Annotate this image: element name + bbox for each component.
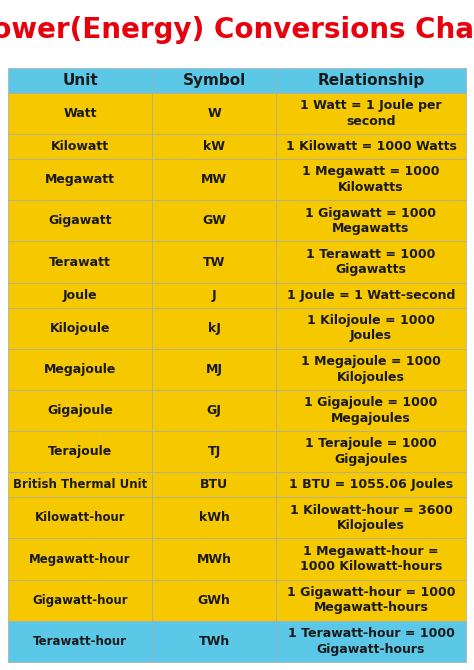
Bar xyxy=(152,621,276,662)
Text: Terawatt: Terawatt xyxy=(49,255,111,269)
Text: Power(Energy) Conversions Chart: Power(Energy) Conversions Chart xyxy=(0,16,474,44)
Bar xyxy=(8,283,152,308)
Bar xyxy=(152,580,276,621)
Text: kW: kW xyxy=(203,140,225,153)
Text: Symbol: Symbol xyxy=(182,73,246,88)
Bar xyxy=(276,431,466,472)
Bar xyxy=(152,390,276,431)
Text: GJ: GJ xyxy=(207,404,221,417)
Text: BTU: BTU xyxy=(200,478,228,491)
Text: 1 Joule = 1 Watt-second: 1 Joule = 1 Watt-second xyxy=(287,289,455,302)
Bar xyxy=(276,134,466,159)
Text: 1 Megajoule = 1000
Kilojoules: 1 Megajoule = 1000 Kilojoules xyxy=(301,355,441,384)
Text: 1 Terajoule = 1000
Gigajoules: 1 Terajoule = 1000 Gigajoules xyxy=(305,438,437,466)
Bar xyxy=(276,159,466,200)
Bar xyxy=(276,68,466,93)
Text: GWh: GWh xyxy=(198,594,230,607)
Text: Kilowatt-hour: Kilowatt-hour xyxy=(35,511,126,525)
Text: Watt: Watt xyxy=(64,107,97,120)
Bar xyxy=(152,134,276,159)
Bar xyxy=(152,308,276,349)
Text: Terawatt-hour: Terawatt-hour xyxy=(33,635,127,648)
Bar xyxy=(276,241,466,283)
Bar xyxy=(8,431,152,472)
Text: British Thermal Unit: British Thermal Unit xyxy=(13,478,147,491)
Text: 1 Gigawatt-hour = 1000
Megawatt-hours: 1 Gigawatt-hour = 1000 Megawatt-hours xyxy=(287,586,455,614)
Bar xyxy=(276,93,466,134)
Bar xyxy=(8,68,152,93)
Text: Joule: Joule xyxy=(63,289,98,302)
Text: Kilojoule: Kilojoule xyxy=(50,322,110,335)
Bar xyxy=(276,497,466,539)
Text: Megawatt: Megawatt xyxy=(45,173,115,186)
Bar xyxy=(8,134,152,159)
Text: TWh: TWh xyxy=(199,635,230,648)
Text: 1 Megawatt = 1000
Kilowatts: 1 Megawatt = 1000 Kilowatts xyxy=(302,165,440,194)
Bar xyxy=(152,241,276,283)
Text: TW: TW xyxy=(203,255,225,269)
Text: GW: GW xyxy=(202,214,226,227)
Text: Relationship: Relationship xyxy=(317,73,425,88)
Bar xyxy=(8,93,152,134)
Bar xyxy=(152,159,276,200)
Bar xyxy=(152,93,276,134)
Bar xyxy=(152,497,276,539)
Text: 1 Watt = 1 Joule per
second: 1 Watt = 1 Joule per second xyxy=(300,99,442,128)
Text: MJ: MJ xyxy=(206,363,223,376)
Bar xyxy=(276,308,466,349)
Bar xyxy=(276,539,466,580)
Text: Terajoule: Terajoule xyxy=(48,446,112,458)
Text: 1 Kilowatt-hour = 3600
Kilojoules: 1 Kilowatt-hour = 3600 Kilojoules xyxy=(290,504,452,532)
Text: 1 Gigawatt = 1000
Megawatts: 1 Gigawatt = 1000 Megawatts xyxy=(305,206,437,235)
Bar xyxy=(276,283,466,308)
Text: 1 Terawatt-hour = 1000
Gigawatt-hours: 1 Terawatt-hour = 1000 Gigawatt-hours xyxy=(288,627,455,656)
Text: Megawatt-hour: Megawatt-hour xyxy=(29,553,131,565)
Text: Gigawatt: Gigawatt xyxy=(48,214,112,227)
Text: 1 Gigajoule = 1000
Megajoules: 1 Gigajoule = 1000 Megajoules xyxy=(304,396,438,425)
Bar xyxy=(276,580,466,621)
Text: Unit: Unit xyxy=(62,73,98,88)
Bar xyxy=(152,431,276,472)
Bar xyxy=(276,349,466,390)
Bar xyxy=(8,308,152,349)
Text: 1 Megawatt-hour =
1000 Kilowatt-hours: 1 Megawatt-hour = 1000 Kilowatt-hours xyxy=(300,545,442,574)
Bar xyxy=(276,200,466,241)
Bar xyxy=(8,497,152,539)
Bar xyxy=(152,472,276,497)
Bar xyxy=(276,472,466,497)
Text: 1 Kilowatt = 1000 Watts: 1 Kilowatt = 1000 Watts xyxy=(285,140,456,153)
Bar xyxy=(152,200,276,241)
Bar xyxy=(8,159,152,200)
Text: MW: MW xyxy=(201,173,227,186)
Bar xyxy=(8,539,152,580)
Text: Megajoule: Megajoule xyxy=(44,363,116,376)
Text: W: W xyxy=(207,107,221,120)
Bar xyxy=(8,472,152,497)
Bar xyxy=(276,390,466,431)
Bar xyxy=(276,621,466,662)
Bar xyxy=(8,349,152,390)
Bar xyxy=(8,621,152,662)
Bar xyxy=(8,580,152,621)
Text: 1 Kilojoule = 1000
Joules: 1 Kilojoule = 1000 Joules xyxy=(307,314,435,342)
Bar xyxy=(152,68,276,93)
Text: Gigajoule: Gigajoule xyxy=(47,404,113,417)
Bar xyxy=(152,283,276,308)
Bar xyxy=(152,349,276,390)
Text: 1 Terawatt = 1000
Gigawatts: 1 Terawatt = 1000 Gigawatts xyxy=(306,248,436,276)
Text: Gigawatt-hour: Gigawatt-hour xyxy=(32,594,128,607)
Bar xyxy=(152,539,276,580)
Bar xyxy=(8,390,152,431)
Text: kWh: kWh xyxy=(199,511,229,525)
Text: TJ: TJ xyxy=(208,446,221,458)
Text: kJ: kJ xyxy=(208,322,220,335)
Text: 1 BTU = 1055.06 Joules: 1 BTU = 1055.06 Joules xyxy=(289,478,453,491)
Text: J: J xyxy=(212,289,217,302)
Text: Kilowatt: Kilowatt xyxy=(51,140,109,153)
Text: MWh: MWh xyxy=(197,553,232,565)
Bar xyxy=(8,241,152,283)
Bar xyxy=(8,200,152,241)
